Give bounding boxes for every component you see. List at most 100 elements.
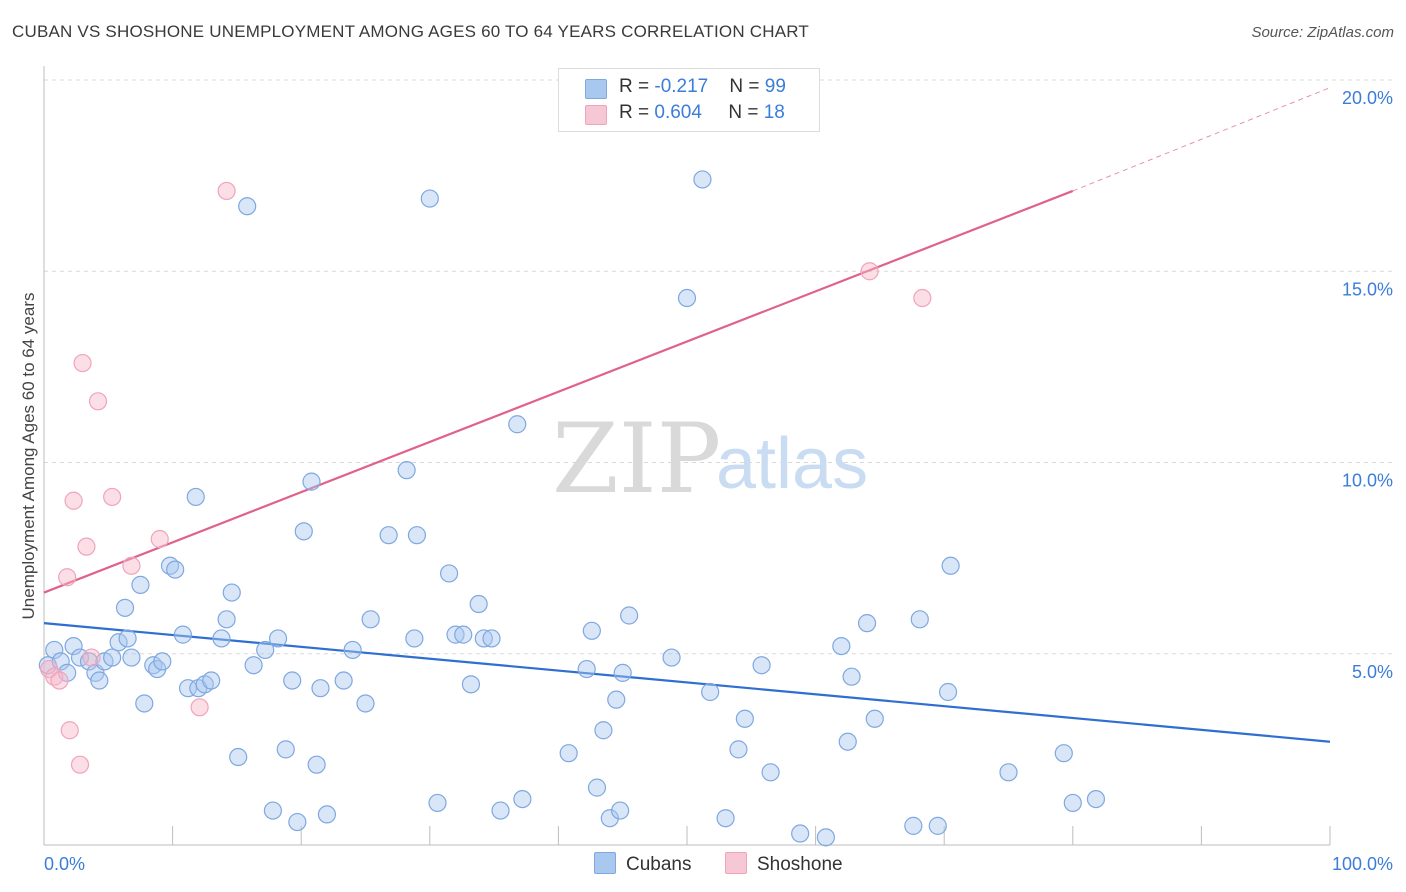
- point-cubans: [439, 564, 459, 583]
- point-cubans: [229, 747, 248, 767]
- point-cubans: [482, 629, 501, 648]
- chart-title: CUBAN VS SHOSHONE UNEMPLOYMENT AMONG AGE…: [12, 22, 809, 41]
- y-tick-label: 20.0%: [1342, 88, 1393, 108]
- watermark-atlas: atlas: [716, 424, 868, 504]
- x-tick-label: 0.0%: [44, 854, 85, 874]
- point-cubans: [729, 740, 748, 759]
- point-cubans: [202, 671, 221, 690]
- point-cubans: [904, 816, 923, 835]
- point-shoshone: [82, 648, 101, 667]
- point-cubans: [938, 682, 958, 702]
- point-cubans: [607, 690, 626, 709]
- trend-lines: [43, 87, 1331, 743]
- point-cubans: [103, 648, 122, 667]
- point-cubans: [115, 598, 135, 617]
- point-cubans: [1086, 789, 1106, 809]
- y-tick-label: 15.0%: [1342, 279, 1393, 299]
- point-cubans: [838, 732, 857, 751]
- bottom-legend-label-shoshone: Shoshone: [757, 854, 843, 875]
- point-cubans: [45, 640, 64, 660]
- point-cubans: [379, 526, 398, 545]
- point-cubans: [513, 789, 532, 809]
- point-cubans: [256, 640, 275, 660]
- point-cubans: [816, 828, 835, 847]
- point-cubans: [791, 824, 810, 843]
- x-tick-label: 100.0%: [1332, 854, 1393, 874]
- point-cubans: [454, 625, 473, 644]
- point-cubans: [1054, 744, 1073, 763]
- bottom-legend-swatch-cubans: [594, 852, 616, 874]
- data-points: [38, 170, 1106, 847]
- point-cubans: [761, 763, 780, 782]
- y-axis-label: Unemployment Among Ages 60 to 64 years: [19, 293, 38, 620]
- point-cubans: [356, 694, 375, 713]
- point-cubans: [491, 801, 510, 820]
- point-cubans: [283, 671, 302, 690]
- point-cubans: [131, 575, 150, 595]
- y-tick-label: 10.0%: [1342, 471, 1393, 491]
- point-cubans: [244, 656, 263, 675]
- point-cubans: [600, 809, 619, 828]
- point-cubans: [559, 744, 578, 763]
- point-cubans: [407, 526, 427, 545]
- point-shoshone: [217, 181, 236, 201]
- point-shoshone: [150, 529, 169, 549]
- point-shoshone: [913, 288, 932, 308]
- bottom-legend-swatch-shoshone: [725, 852, 747, 874]
- point-cubans: [276, 740, 295, 759]
- point-cubans: [217, 610, 236, 629]
- gridlines: [44, 79, 1392, 655]
- point-shoshone: [58, 568, 77, 587]
- point-cubans: [90, 671, 109, 690]
- point-cubans: [693, 170, 712, 189]
- point-shoshone: [190, 698, 209, 717]
- point-cubans: [64, 636, 83, 656]
- point-cubans: [109, 633, 128, 652]
- point-cubans: [857, 614, 877, 633]
- bottom-legend-shoshone: Shoshone: [725, 852, 843, 876]
- point-cubans: [361, 610, 380, 629]
- legend-n-label: N =: [728, 102, 764, 123]
- point-shoshone: [122, 556, 141, 575]
- bottom-legend-label-cubans: Cubans: [626, 854, 692, 875]
- point-cubans: [928, 816, 947, 835]
- point-cubans: [238, 197, 257, 216]
- point-cubans: [577, 659, 596, 679]
- point-cubans: [118, 629, 137, 648]
- point-shoshone: [73, 353, 92, 373]
- point-cubans: [677, 288, 697, 308]
- axes: [43, 66, 1331, 846]
- y-tick-label: 5.0%: [1352, 662, 1393, 682]
- point-shoshone: [64, 491, 83, 510]
- point-cubans: [842, 667, 861, 686]
- point-shoshone: [77, 537, 96, 556]
- trend-line-cubans: [43, 622, 1331, 743]
- point-cubans: [701, 682, 720, 702]
- point-cubans: [461, 675, 481, 694]
- legend-r-label: R =: [619, 102, 655, 123]
- correlation-legend: R = -0.217 N = 99 R = 0.604 N = 18: [558, 68, 820, 132]
- legend-r-value: -0.217: [654, 76, 709, 97]
- point-cubans: [135, 694, 154, 713]
- point-cubans: [263, 801, 283, 820]
- bottom-legend-cubans: Cubans: [594, 852, 692, 876]
- point-cubans: [508, 415, 527, 434]
- legend-n-label: N =: [729, 76, 765, 97]
- point-cubans: [317, 805, 337, 824]
- point-cubans: [582, 621, 601, 640]
- point-cubans: [832, 636, 851, 656]
- point-cubans: [613, 663, 632, 682]
- point-cubans: [999, 763, 1018, 782]
- point-cubans: [587, 778, 607, 797]
- point-cubans: [397, 461, 416, 480]
- legend-n-value: 18: [763, 102, 785, 123]
- legend-r-value: 0.604: [654, 102, 702, 123]
- point-shoshone: [88, 392, 108, 411]
- point-shoshone: [50, 671, 69, 690]
- point-cubans: [343, 640, 362, 660]
- point-cubans: [420, 189, 439, 208]
- point-cubans: [186, 487, 205, 507]
- point-cubans: [735, 709, 754, 728]
- point-cubans: [620, 606, 639, 625]
